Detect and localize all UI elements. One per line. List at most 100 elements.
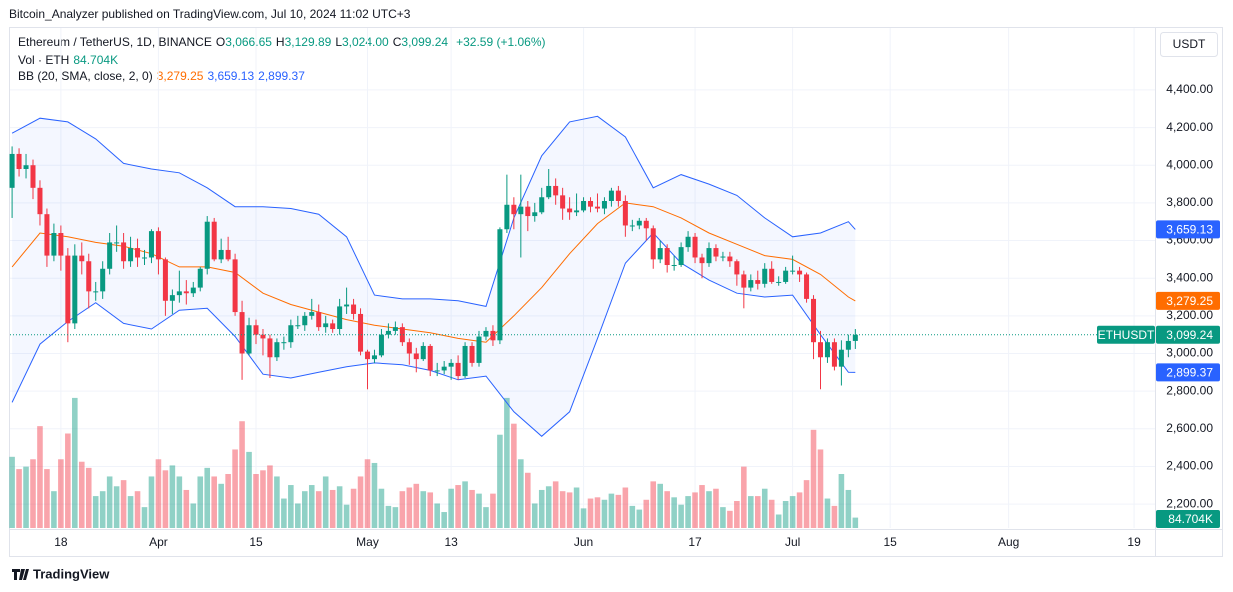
candle-body bbox=[44, 214, 50, 256]
volume-bar bbox=[803, 480, 810, 528]
candle-body bbox=[218, 249, 224, 260]
volume-bar bbox=[462, 481, 468, 528]
candle-body bbox=[622, 201, 628, 226]
candle-body bbox=[211, 221, 217, 260]
candle-body bbox=[608, 190, 614, 202]
volume-bar bbox=[37, 426, 43, 528]
volume-bar bbox=[782, 501, 789, 528]
candle-body bbox=[204, 221, 210, 269]
volume-bar bbox=[671, 497, 677, 528]
candle-body bbox=[699, 257, 705, 264]
volume-bar bbox=[274, 476, 280, 528]
candle-body bbox=[364, 351, 371, 360]
volume-bar bbox=[406, 487, 413, 528]
y-tick-label: 3,200.00 bbox=[1166, 308, 1213, 322]
bb-middle-badge bbox=[1156, 291, 1220, 310]
candle-body bbox=[72, 255, 78, 324]
volume-bar bbox=[824, 498, 831, 528]
volume-bar bbox=[204, 467, 211, 528]
volume-bar bbox=[831, 505, 838, 528]
candle-body bbox=[114, 242, 120, 244]
candle-body bbox=[441, 366, 447, 371]
y-tick-label: 2,600.00 bbox=[1166, 421, 1213, 435]
candle-body bbox=[295, 325, 301, 327]
ohlc-value: 3,024.00 bbox=[342, 35, 389, 49]
volume-bar bbox=[448, 488, 454, 528]
volume-bar bbox=[420, 491, 427, 528]
bb-name: BB (20, SMA, close, 2, 0) bbox=[18, 69, 153, 83]
symbol-title: Ethereum / TetherUS, 1D, BINANCE bbox=[18, 35, 212, 49]
volume-bar bbox=[260, 470, 266, 528]
plot: 2,200.00 2,400.00 2,600.00 2,800.00 3,000.00… bbox=[9, 28, 1213, 549]
candle-body bbox=[776, 281, 782, 283]
candle-body bbox=[420, 345, 426, 360]
volume-bar bbox=[385, 505, 392, 528]
volume-bar bbox=[497, 434, 503, 528]
y-tick-label: 3,800.00 bbox=[1166, 195, 1213, 209]
volume-bar bbox=[545, 486, 552, 528]
candle-body bbox=[434, 370, 440, 372]
x-tick-label: 17 bbox=[688, 535, 702, 549]
candle-body bbox=[378, 334, 384, 356]
ohlc-label: L bbox=[335, 35, 342, 49]
volume-bar bbox=[92, 496, 99, 528]
volume-bar bbox=[852, 517, 859, 528]
candle-body bbox=[281, 342, 287, 344]
candle-body bbox=[783, 270, 789, 282]
candle-body bbox=[288, 325, 294, 343]
candle-body bbox=[720, 256, 726, 258]
volume-name: Vol · ETH bbox=[18, 53, 70, 67]
volume-bar bbox=[218, 483, 224, 528]
published-line: Bitcoin_Analyzer published on TradingVie… bbox=[9, 7, 411, 21]
volume-bar bbox=[594, 497, 601, 528]
candle-body bbox=[23, 165, 29, 170]
volume-bar bbox=[267, 465, 273, 528]
volume-bar bbox=[748, 496, 754, 528]
candle-body bbox=[588, 201, 594, 207]
volume-bar bbox=[573, 487, 580, 528]
y-tick-label: 4,400.00 bbox=[1166, 82, 1213, 96]
volume-badge bbox=[1156, 510, 1220, 528]
x-tick-label: 18 bbox=[54, 535, 68, 549]
candle-body bbox=[37, 187, 43, 215]
volume-bar bbox=[559, 491, 566, 528]
volume-bar bbox=[636, 509, 643, 528]
volume-bar bbox=[490, 493, 496, 528]
bb-lower-label: 2,899.37 bbox=[1166, 366, 1213, 380]
candle-body bbox=[65, 255, 71, 324]
bb-lower bbox=[11, 232, 856, 437]
candle-body bbox=[525, 206, 531, 217]
bb-upper bbox=[11, 115, 856, 307]
candle-body bbox=[302, 315, 308, 326]
volume-bar bbox=[16, 469, 22, 528]
y-tick-label: 3,000.00 bbox=[1166, 346, 1213, 360]
candle-body bbox=[246, 325, 252, 354]
volume-bar bbox=[113, 486, 120, 528]
currency-box[interactable] bbox=[1160, 32, 1218, 57]
volume-bar bbox=[615, 494, 622, 528]
candle-body bbox=[406, 342, 412, 354]
candle-body bbox=[330, 323, 336, 330]
volume-bar bbox=[525, 472, 531, 528]
candle-body bbox=[176, 291, 182, 296]
candle-body bbox=[831, 342, 837, 367]
x-tick-label: Aug bbox=[998, 535, 1019, 549]
volume-bar bbox=[9, 456, 15, 528]
volume-bar bbox=[538, 489, 545, 528]
bb-upper-badge bbox=[1156, 220, 1220, 239]
candle-body bbox=[629, 225, 635, 227]
volume-bar bbox=[768, 499, 775, 528]
candle-body bbox=[845, 340, 851, 350]
volume-bar bbox=[99, 491, 106, 528]
candle-body bbox=[713, 248, 719, 257]
candle-body bbox=[469, 345, 475, 363]
volume-bar bbox=[678, 504, 684, 528]
volume-bar bbox=[23, 466, 29, 528]
last-price-badge bbox=[1156, 325, 1220, 344]
candle-body bbox=[797, 270, 803, 275]
candle-body bbox=[574, 210, 580, 213]
candle-body bbox=[581, 201, 587, 211]
legend-volume: Vol · ETH 84.704K bbox=[18, 53, 122, 67]
volume-bar bbox=[183, 489, 190, 528]
